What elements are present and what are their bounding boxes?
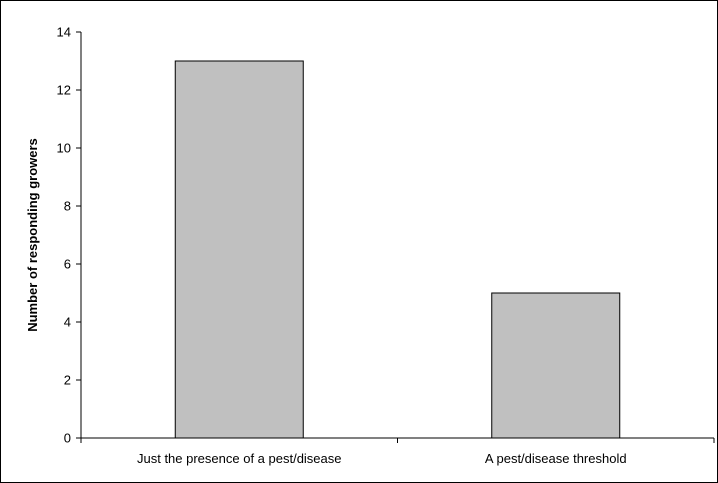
y-tick-label: 14 [57, 25, 71, 40]
y-tick-label: 10 [57, 141, 71, 156]
category-label-0: Just the presence of a pest/disease [137, 451, 342, 466]
y-axis-title: Number of responding growers [25, 138, 40, 332]
bar-1 [491, 292, 621, 439]
category-labels: Just the presence of a pest/disease A pes… [137, 451, 627, 466]
y-tick-label: 2 [64, 373, 71, 388]
category-label-1: A pest/disease threshold [485, 451, 627, 466]
y-tick-label: 0 [64, 431, 71, 446]
bars-layer [174, 60, 621, 439]
y-tick-label: 8 [64, 199, 71, 214]
x-ticks [80, 438, 715, 443]
y-ticks: 0 2 4 6 8 10 12 14 [57, 25, 81, 446]
bar-0 [174, 60, 304, 439]
y-tick-label: 4 [64, 315, 71, 330]
y-tick-label: 12 [57, 83, 71, 98]
y-tick-label: 6 [64, 257, 71, 272]
